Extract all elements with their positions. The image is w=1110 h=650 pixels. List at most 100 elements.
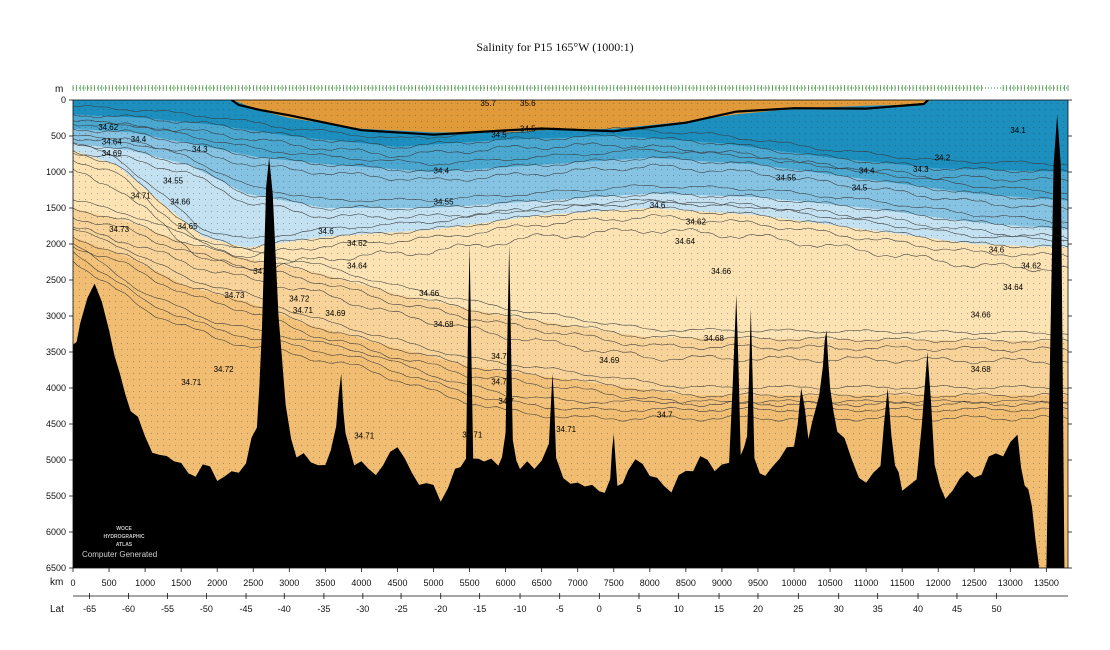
latitude-tick-label: -20 — [434, 604, 447, 614]
contour-label: 34.5 — [491, 130, 507, 139]
isohaline-contour — [73, 160, 1068, 258]
depth-tick-label: 500 — [51, 131, 66, 141]
contour-label: 34.73 — [109, 225, 130, 234]
isohaline-contour — [73, 142, 1068, 242]
latitude-tick-label: 50 — [992, 604, 1002, 614]
contour-label: 34.62 — [347, 239, 368, 248]
isohaline-contour — [73, 128, 1068, 201]
latitude-tick-label: -55 — [161, 604, 174, 614]
latitude-tick-label: 0 — [597, 604, 602, 614]
depth-tick-label: 1000 — [46, 167, 66, 177]
distance-tick-label: 8000 — [640, 578, 660, 588]
contour-label: 35.7 — [480, 99, 496, 108]
contour-label: 34.69 — [599, 356, 620, 365]
depth-tick-label: 6500 — [46, 563, 66, 573]
distance-tick-label: 12500 — [962, 578, 987, 588]
contour-label: 34.5 — [852, 184, 868, 193]
station-markers — [72, 85, 1069, 91]
latitude-tick-label: 15 — [714, 604, 724, 614]
latitude-tick-label: 40 — [913, 604, 923, 614]
contour-label: 34.6 — [989, 246, 1005, 255]
depth-tick-label: 0 — [61, 95, 66, 105]
distance-unit: km — [50, 577, 63, 588]
latitude-tick-label: -40 — [278, 604, 291, 614]
contour-label: 34.4 — [131, 135, 147, 144]
depth-tick-label: 1500 — [46, 203, 66, 213]
isohaline-contour — [73, 251, 1068, 413]
isohaline-contour — [73, 226, 1068, 365]
contour-label: 34.6 — [318, 227, 334, 236]
isohaline-contour — [73, 119, 1068, 195]
latitude-tick-label: -15 — [473, 604, 486, 614]
latitude-tick-label: 30 — [834, 604, 844, 614]
computer-generated-note: Computer Generated — [82, 550, 157, 559]
distance-tick-label: 5000 — [423, 578, 443, 588]
latitude-tick-label: -60 — [122, 604, 135, 614]
latitude-tick-label: 10 — [674, 604, 684, 614]
plot-frame — [72, 99, 1069, 569]
isohaline-contour — [73, 168, 1068, 273]
distance-tick-label: 9000 — [712, 578, 732, 588]
contour-label: 34.72 — [289, 295, 310, 304]
depth-tick-label: 4500 — [46, 419, 66, 429]
distance-tick-label: 6500 — [532, 578, 552, 588]
depth-tick-label: 5500 — [46, 491, 66, 501]
contour-label: 34.55 — [434, 197, 455, 206]
surface-front-contour — [230, 100, 930, 136]
distance-tick-label: 2000 — [207, 578, 227, 588]
distance-tick-label: 10000 — [781, 578, 806, 588]
isohaline-contour — [73, 236, 1068, 398]
isohaline-contour — [73, 243, 1068, 404]
contour-label: 34.66 — [711, 267, 732, 276]
contour-label: 34.2 — [935, 154, 951, 163]
isohaline-contour — [73, 114, 1068, 174]
contour-label: 34.71 — [491, 377, 512, 386]
contour-label: 34.68 — [434, 320, 455, 329]
contour-label: 34.66 — [419, 289, 440, 298]
contour-label: 34.71 — [354, 431, 375, 440]
latitude-tick-label: 5 — [636, 604, 641, 614]
distance-tick-label: 13500 — [1034, 578, 1059, 588]
contour-label: 34.66 — [170, 197, 191, 206]
distance-tick-label: 12000 — [926, 578, 951, 588]
latitude-tick-label: -45 — [239, 604, 252, 614]
distance-tick-label: 1000 — [135, 578, 155, 588]
contour-label: 34.7 — [657, 411, 673, 420]
depth-unit: m — [55, 84, 63, 95]
depth-tick-label: 3500 — [46, 347, 66, 357]
contour-label: 35.6 — [520, 99, 536, 108]
isohaline-contour — [73, 152, 1068, 240]
isohaline-contour — [73, 122, 1068, 183]
latitude-axis: -65 -60 -55 -50 -45 -40 -35 -30 -25 -20 -15 -10 -5 0 5… — [83, 593, 1002, 614]
contour-label: 34.64 — [675, 237, 696, 246]
latitude-tick-label: -35 — [317, 604, 330, 614]
contour-label: 34.68 — [971, 365, 992, 374]
contour-label: 34.1 — [1010, 126, 1026, 135]
contour-label: 34.3 — [192, 145, 208, 154]
latitude-tick-label: -10 — [513, 604, 526, 614]
contour-label: 34.3 — [913, 165, 929, 174]
isohaline-contour — [73, 260, 1068, 422]
chart-title: Salinity for P15 165°W (1000:1) — [476, 40, 634, 54]
woce-atlas-watermark: WOCE HYDROGRAPHIC ATLAS — [103, 526, 145, 548]
latitude-label: Lat — [50, 604, 64, 615]
distance-tick-label: 500 — [102, 578, 117, 588]
contour-label: 34.71 — [181, 378, 202, 387]
depth-tick-label: 2500 — [46, 275, 66, 285]
depth-tick-label: 6000 — [46, 527, 66, 537]
contour-label: 34.7 — [491, 352, 507, 361]
contour-label: 34.5 — [520, 125, 536, 134]
distance-tick-label: 0 — [70, 578, 75, 588]
contour-label: 34.7 — [498, 397, 514, 406]
watermark-line-3: ATLAS — [116, 542, 133, 548]
contour-label: 34.55 — [776, 174, 797, 183]
distance-tick-label: 11000 — [854, 578, 878, 588]
latitude-tick-label: 45 — [952, 604, 962, 614]
contour-label: 34.55 — [163, 177, 184, 186]
distance-tick-label: 4500 — [387, 578, 407, 588]
contour-label: 34.62 — [686, 218, 707, 227]
contour-label: 34.71 — [131, 192, 152, 201]
latitude-tick-label: -5 — [556, 604, 564, 614]
distance-tick-label: 11500 — [890, 578, 914, 588]
